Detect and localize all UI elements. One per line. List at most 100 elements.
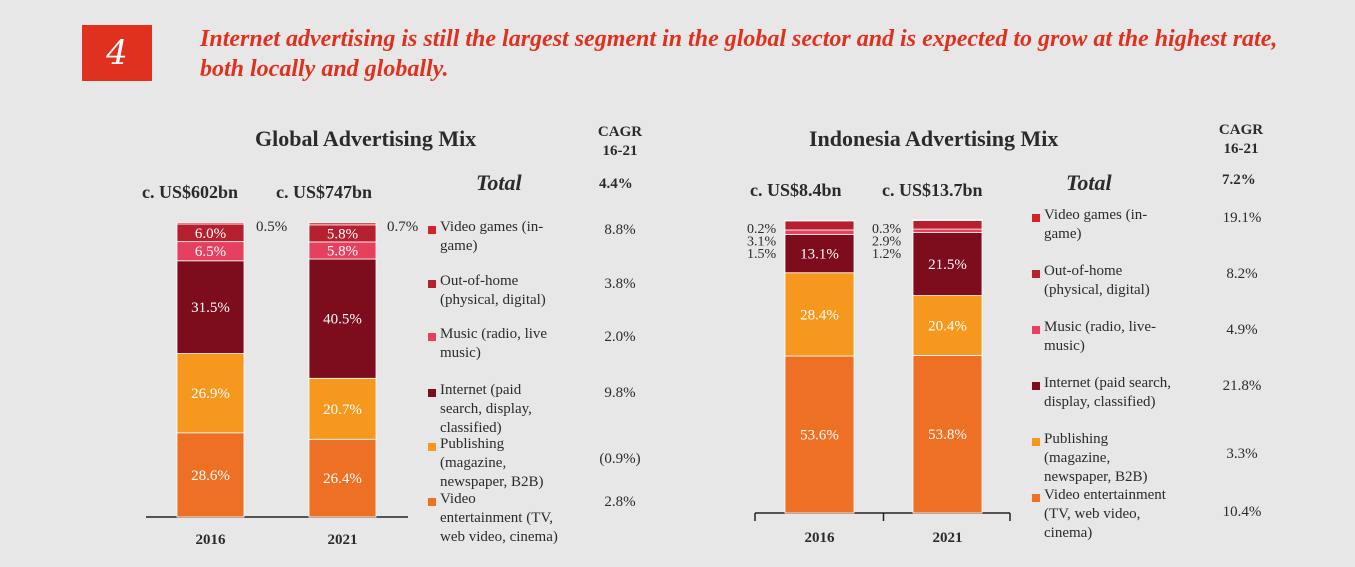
indonesia-cagr-header-line1: CAGR: [1218, 122, 1264, 138]
global-legend-line-publishing-0: Publishing: [440, 436, 505, 452]
global-legend-label-out_of_home: Out-of-home (physical, digital): [440, 272, 546, 310]
global-legend-line-publishing-2: newspaper, B2B): [440, 474, 544, 490]
indonesia-bar-2021-music: [912, 228, 983, 233]
global-legend-line-video_entertainment-2: web video, cinema): [440, 529, 558, 545]
indonesia-legend-swatch-out_of_home: [1032, 270, 1040, 278]
global-label-2021-out_of_home: 5.8%: [327, 226, 358, 242]
global-bar-2021-internet: [308, 258, 377, 379]
global-label-2021-publishing: 20.7%: [323, 402, 362, 418]
indonesia-label-2021-video_games: 0.3%: [872, 222, 902, 237]
indonesia-legend-swatch-publishing: [1032, 438, 1040, 446]
indonesia-chart-title: Indonesia Advertising Mix: [809, 126, 1059, 151]
indonesia-legend-swatch-music: [1032, 326, 1040, 334]
global-label-2016-publishing: 26.9%: [191, 386, 230, 402]
global-legend-line-video_entertainment-1: entertainment (TV,: [440, 510, 554, 526]
indonesia-label-2021-out_of_home: 2.9%: [872, 235, 902, 250]
indonesia-legend-line-out_of_home-1: (physical, digital): [1044, 282, 1150, 298]
global-bar-2016-publishing: [176, 353, 245, 434]
indonesia-legend-label-publishing: Publishing (magazine, newspaper, B2B): [1044, 430, 1148, 487]
indonesia-label-2016-publishing: 28.4%: [800, 307, 839, 323]
indonesia-legend-line-music-0: Music (radio, live-: [1044, 319, 1157, 335]
global-label-2016-video_games: 0.5%: [256, 219, 287, 235]
indonesia-bar-2016-publishing: [784, 272, 855, 357]
indonesia-bar-2021-video_entertainment: [912, 354, 983, 514]
global-legend-line-internet-0: Internet (paid: [440, 382, 522, 398]
indonesia-label-2021-music: 1.2%: [872, 247, 902, 262]
indonesia-legend-line-publishing-0: Publishing: [1044, 431, 1109, 447]
section-number-badge: 4: [82, 25, 152, 81]
global-legend-line-video_games-1: game): [440, 238, 478, 254]
indonesia-legend-line-internet-1: display, classified): [1044, 394, 1156, 410]
indonesia-legend-line-video_entertainment-1: (TV, web video,: [1044, 506, 1141, 522]
global-year-2016: 2016: [196, 532, 227, 548]
indonesia-bar-2016-out_of_home: [784, 220, 855, 231]
global-legend-swatch-video_entertainment: [428, 498, 436, 506]
global-label-2016-music: 6.5%: [195, 244, 226, 260]
global-legend-line-publishing-1: (magazine,: [440, 455, 507, 471]
global-cagr-header-line2: 16-21: [602, 143, 638, 159]
indonesia-legend-label-video_entertainment: Video entertainment (TV, web video, cinema…: [1044, 486, 1166, 543]
indonesia-bar-total-2016: c. US$8.4bn: [750, 180, 842, 200]
global-legend-line-music-0: Music (radio, live: [440, 326, 548, 342]
indonesia-legend-label-out_of_home: Out-of-home (physical, digital): [1044, 262, 1150, 300]
indonesia-legend-swatch-internet: [1032, 382, 1040, 390]
indonesia-bar-2021-publishing: [912, 295, 983, 356]
global-legend-swatch-out_of_home: [428, 280, 436, 288]
indonesia-legend-line-publishing-1: (magazine,: [1044, 450, 1111, 466]
global-cagr-publishing: (0.9%): [599, 451, 641, 467]
indonesia-legend-line-music-1: music): [1044, 338, 1085, 354]
global-legend-swatch-publishing: [428, 443, 436, 451]
global-legend-line-out_of_home-1: (physical, digital): [440, 292, 546, 308]
global-year-2021: 2021: [328, 532, 358, 548]
indonesia-legend-swatch-video_entertainment: [1032, 494, 1040, 502]
indonesia-cagr-header-line2: 16-21: [1223, 141, 1259, 157]
global-legend-line-out_of_home-0: Out-of-home: [440, 273, 519, 289]
indonesia-legend-line-video_games-1: game): [1044, 226, 1082, 242]
indonesia-label-2016-internet: 13.1%: [800, 247, 839, 263]
global-label-2016-out_of_home: 6.0%: [195, 226, 226, 242]
headline: Internet advertising is still the larges…: [200, 26, 1278, 82]
indonesia-bar-2021-out_of_home: [912, 220, 983, 230]
indonesia-total-label: Total: [1066, 170, 1112, 195]
indonesia-bar-2016-video_games: [784, 219, 855, 222]
indonesia-legend-line-out_of_home-0: Out-of-home: [1044, 263, 1123, 279]
indonesia-cagr-internet: 21.8%: [1222, 378, 1262, 394]
global-legend-label-video_entertainment: Video entertainment (TV, web video, cinema…: [440, 490, 558, 547]
global-legend-swatch-internet: [428, 389, 436, 397]
global-bar-2021-publishing: [308, 377, 377, 440]
global-legend-label-music: Music (radio, live music): [440, 325, 547, 363]
global-label-2021-video_games: 0.7%: [387, 219, 418, 235]
indonesia-legend-line-publishing-2: newspaper, B2B): [1044, 469, 1148, 485]
indonesia-label-2021-internet: 21.5%: [928, 257, 967, 273]
global-total-cagr: 4.4%: [599, 176, 633, 192]
indonesia-label-2016-video_games: 0.2%: [747, 222, 777, 237]
global-bar-total-2021: c. US$747bn: [276, 182, 373, 202]
global-cagr-header-line1: CAGR: [597, 124, 643, 140]
global-cagr-video_entertainment: 2.8%: [604, 494, 636, 510]
global-legend-line-internet-2: classified): [440, 420, 502, 436]
indonesia-bar-2016-video_entertainment: [784, 355, 855, 514]
indonesia-legend-line-video_entertainment-2: cinema): [1044, 525, 1093, 541]
global-bar-2016-video_entertainment: [176, 432, 245, 518]
indonesia-bar-2021-video_games: [912, 219, 983, 221]
global-legend-line-video_entertainment-0: Video: [440, 491, 476, 507]
indonesia-label-2016-video_entertainment: 53.6%: [800, 427, 839, 443]
global-legend-label-internet: Internet (paid search, display, classified…: [440, 381, 532, 438]
global-cagr-video_games: 8.8%: [604, 222, 636, 238]
global-label-2021-internet: 40.5%: [323, 312, 362, 328]
indonesia-bar-2021-internet: [912, 232, 983, 296]
global-cagr-internet: 9.8%: [604, 385, 636, 401]
indonesia-year-2021: 2021: [933, 530, 963, 546]
global-bar-total-2016: c. US$602bn: [142, 182, 239, 202]
global-label-2016-video_entertainment: 28.6%: [191, 468, 230, 484]
global-label-2016-internet: 31.5%: [191, 300, 230, 316]
indonesia-label-2021-video_entertainment: 53.8%: [928, 427, 967, 443]
indonesia-legend-line-video_entertainment-0: Video entertainment: [1044, 487, 1166, 503]
global-label-2021-music: 5.8%: [327, 243, 358, 259]
global-label-2021-video_entertainment: 26.4%: [323, 471, 362, 487]
global-legend-line-internet-1: search, display,: [440, 401, 532, 417]
indonesia-bar-2016-music: [784, 229, 855, 235]
indonesia-legend-label-internet: Internet (paid search, display, classifie…: [1044, 374, 1171, 412]
indonesia-label-2021-publishing: 20.4%: [928, 318, 967, 334]
